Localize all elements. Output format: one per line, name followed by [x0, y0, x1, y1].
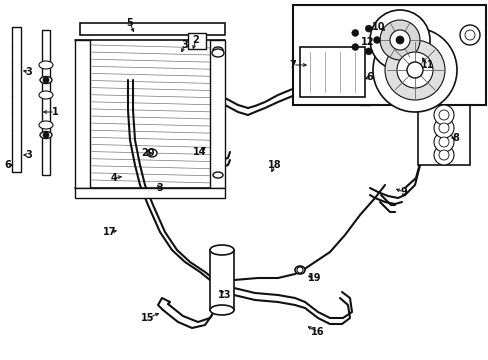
Text: 18: 18 — [267, 160, 281, 170]
Ellipse shape — [294, 266, 305, 274]
Circle shape — [373, 36, 380, 44]
Ellipse shape — [209, 245, 234, 255]
Circle shape — [438, 110, 448, 120]
Circle shape — [459, 25, 479, 45]
Text: 14: 14 — [193, 147, 206, 157]
Text: 6: 6 — [366, 72, 373, 82]
Bar — [359, 20, 369, 105]
Circle shape — [365, 25, 371, 32]
Bar — [75, 188, 224, 198]
Text: 10: 10 — [371, 22, 385, 32]
Bar — [80, 23, 224, 35]
Bar — [292, 5, 485, 105]
Bar — [209, 250, 234, 310]
Text: 2: 2 — [192, 35, 199, 45]
Text: 9: 9 — [400, 187, 407, 197]
Text: 7: 7 — [289, 60, 296, 70]
Ellipse shape — [39, 61, 53, 69]
Bar — [12, 27, 21, 172]
Circle shape — [379, 20, 419, 60]
Text: 16: 16 — [311, 327, 324, 337]
Ellipse shape — [213, 172, 223, 178]
Circle shape — [433, 118, 453, 138]
Circle shape — [433, 105, 453, 125]
Ellipse shape — [212, 49, 224, 57]
Text: 3: 3 — [156, 183, 163, 193]
Text: 15: 15 — [141, 313, 154, 323]
Circle shape — [372, 28, 456, 112]
Text: 19: 19 — [307, 273, 321, 283]
Text: 20: 20 — [141, 148, 154, 158]
Circle shape — [351, 44, 358, 50]
Bar — [42, 30, 50, 175]
Ellipse shape — [147, 149, 157, 157]
Circle shape — [438, 137, 448, 147]
Circle shape — [43, 132, 49, 138]
Circle shape — [464, 30, 474, 40]
Ellipse shape — [39, 121, 53, 129]
Circle shape — [389, 30, 409, 50]
Bar — [299, 47, 364, 97]
Text: 8: 8 — [451, 133, 459, 143]
Text: 13: 13 — [218, 290, 231, 300]
Ellipse shape — [40, 131, 52, 139]
Bar — [417, 105, 469, 165]
Bar — [209, 40, 224, 188]
Text: 3: 3 — [25, 150, 32, 160]
Text: 12: 12 — [361, 37, 374, 47]
Text: 3: 3 — [181, 40, 188, 50]
Bar — [75, 40, 90, 188]
Circle shape — [406, 62, 422, 78]
Circle shape — [365, 48, 371, 55]
Text: 3: 3 — [25, 67, 32, 77]
Text: 11: 11 — [420, 60, 434, 70]
Circle shape — [43, 77, 49, 83]
Text: 5: 5 — [126, 18, 133, 28]
Ellipse shape — [213, 47, 223, 53]
Bar — [187, 33, 205, 49]
Circle shape — [296, 267, 303, 273]
Circle shape — [396, 52, 432, 88]
Text: 1: 1 — [52, 107, 58, 117]
Circle shape — [438, 150, 448, 160]
Circle shape — [351, 30, 358, 36]
Circle shape — [433, 132, 453, 152]
Circle shape — [433, 145, 453, 165]
Text: 4: 4 — [110, 173, 117, 183]
Ellipse shape — [209, 305, 234, 315]
Circle shape — [369, 10, 429, 70]
Ellipse shape — [40, 77, 52, 84]
Ellipse shape — [39, 91, 53, 99]
Text: 6: 6 — [4, 160, 11, 170]
Circle shape — [395, 36, 403, 44]
Text: 17: 17 — [103, 227, 117, 237]
Circle shape — [384, 40, 444, 100]
Circle shape — [438, 123, 448, 133]
